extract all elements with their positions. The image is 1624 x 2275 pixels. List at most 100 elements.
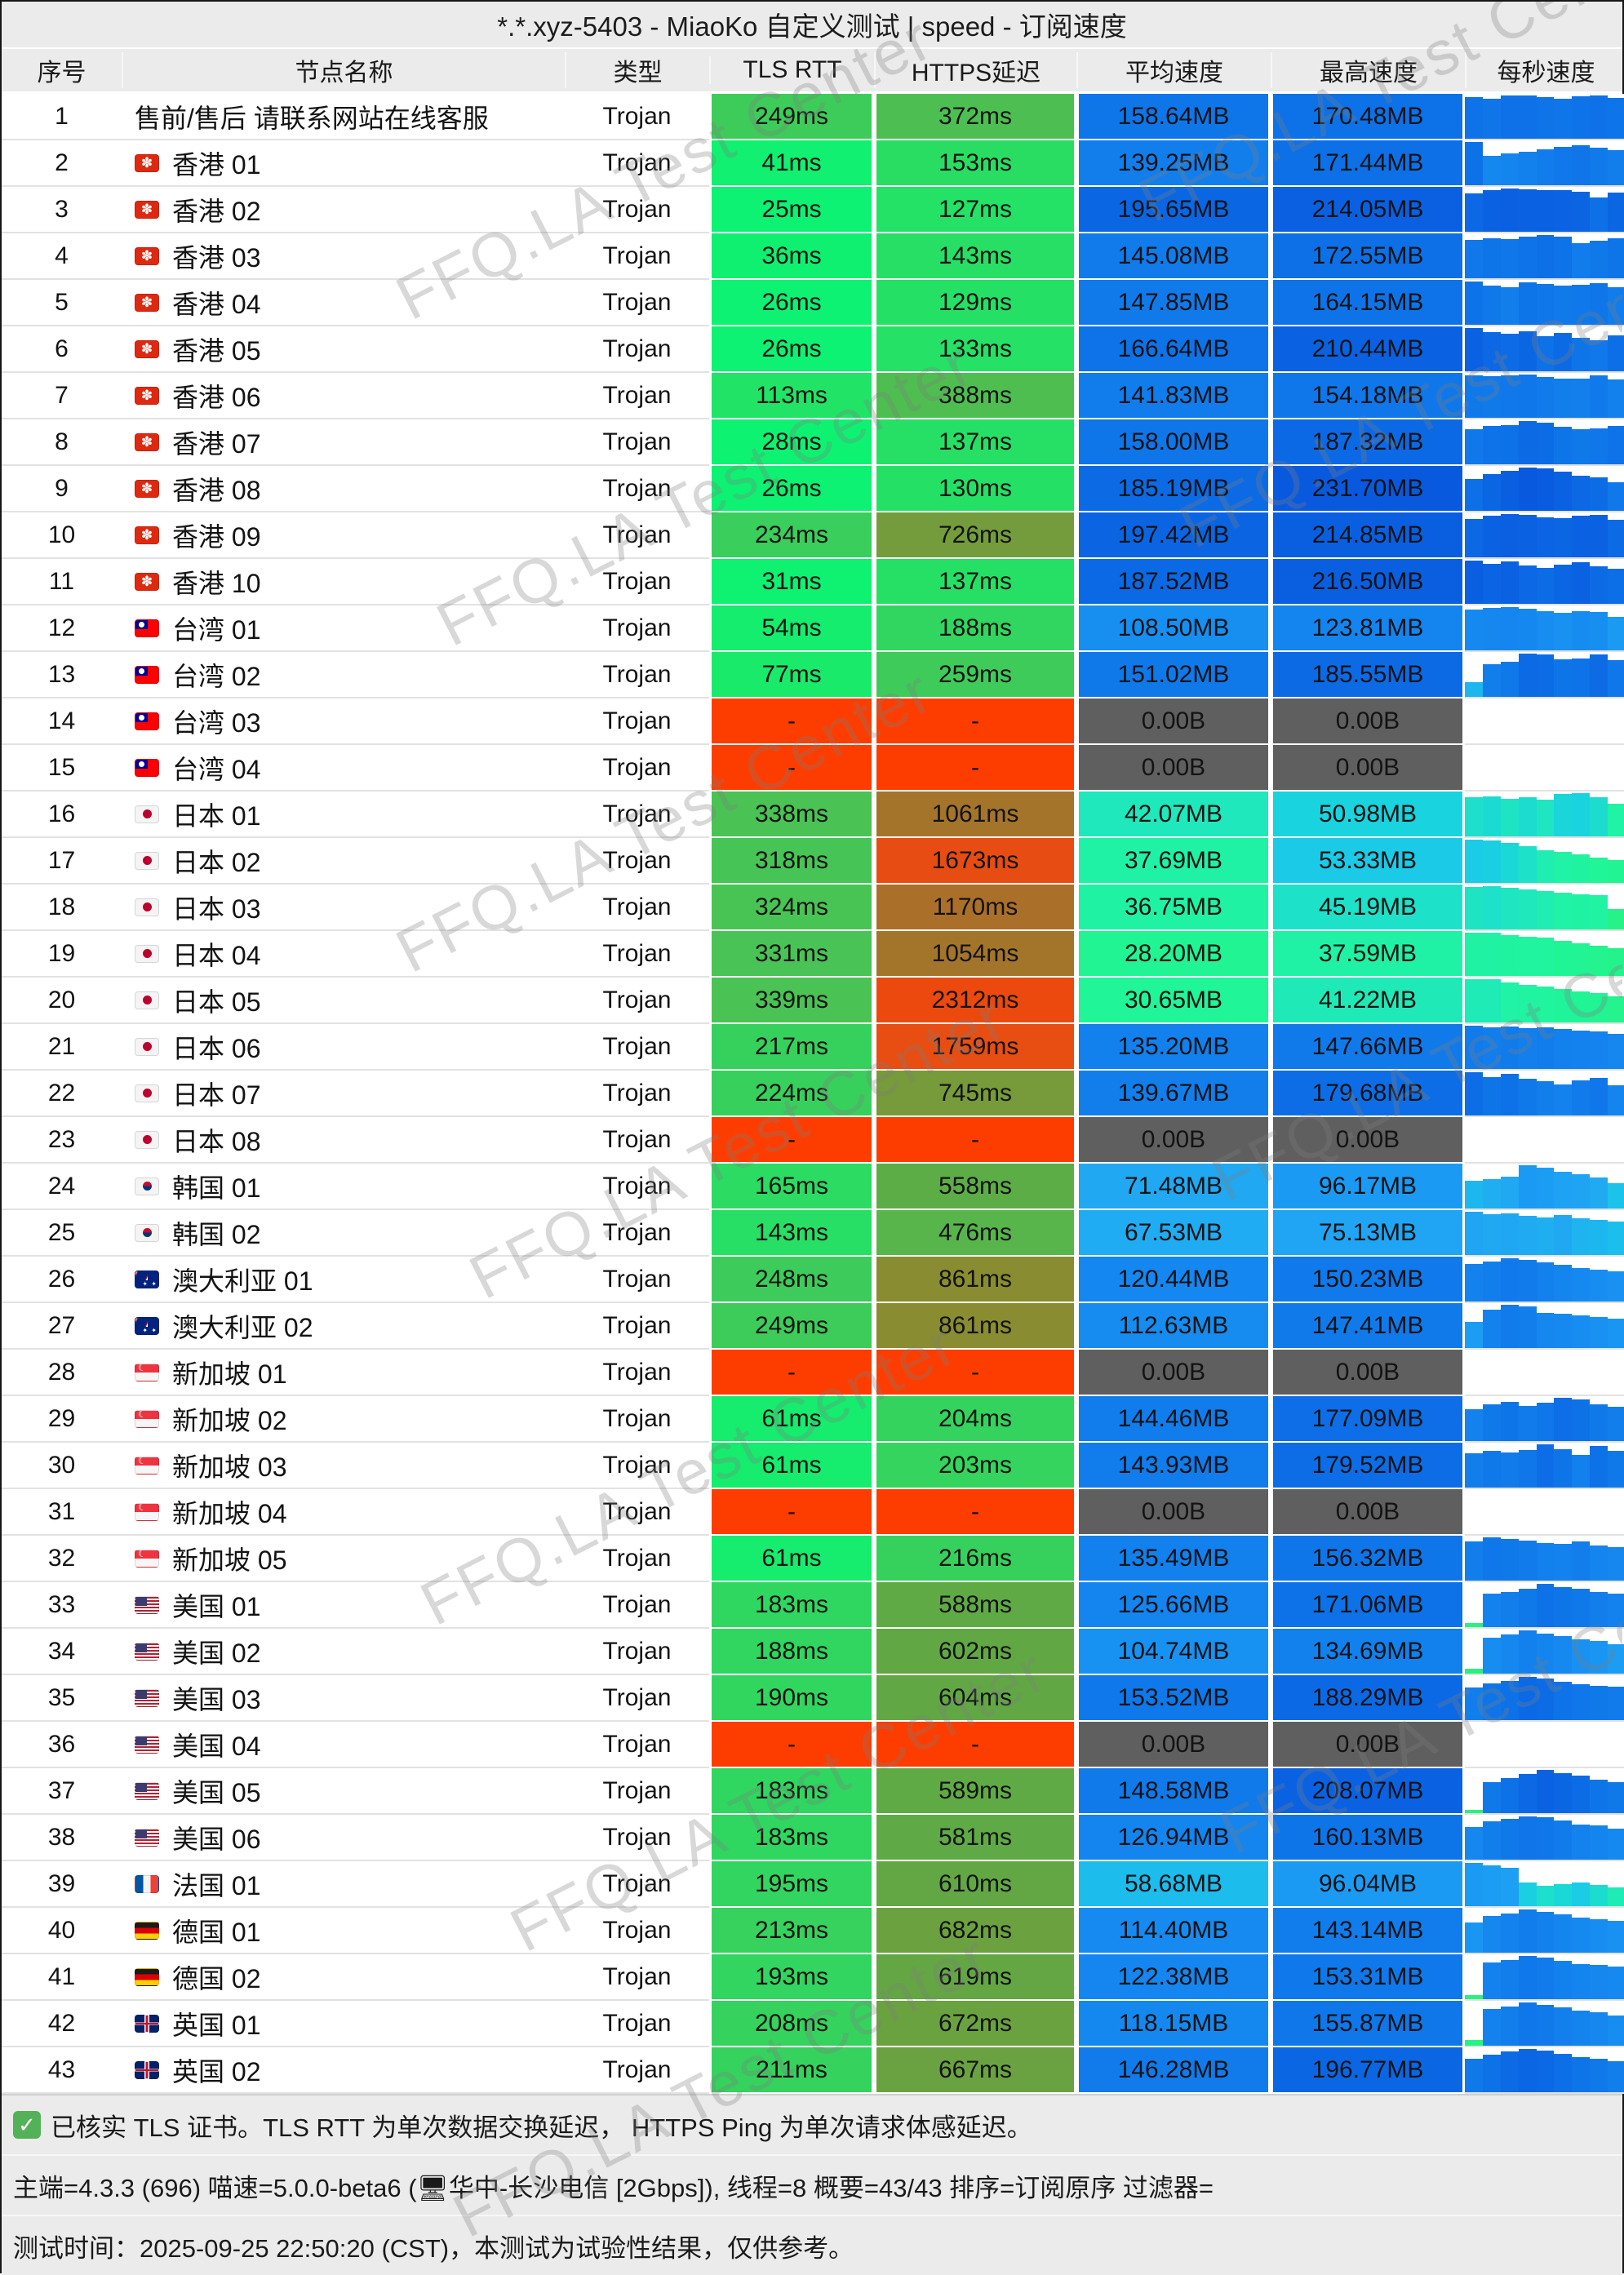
speed-bar [1482,1594,1501,1627]
node-name-cell: 日本 05 [122,978,565,1024]
node-type: Trojan [565,978,709,1024]
flag-icon-hk [135,339,159,358]
speed-bar [1482,1261,1501,1302]
node-name-cell: 香港 10 [122,559,565,605]
avg-speed-cell: 144.46MB [1076,1396,1271,1443]
row-number: 1 [2,94,122,140]
https-latency-cell: 745ms [874,1071,1076,1117]
node-type: Trojan [565,1908,709,1954]
tls-rtt-cell: 113ms [709,373,874,419]
per-second-speed-chart [1465,280,1624,326]
speed-bar [1465,2039,1483,2046]
flag-icon-au [135,1270,159,1288]
flag-icon-sg [135,1409,159,1428]
node-name-cell: 香港 07 [122,419,565,466]
speed-bar [1536,1262,1555,1302]
speed-bar [1590,1545,1608,1581]
speed-bar [1608,520,1624,557]
speed-bar [1554,1961,1573,1999]
speed-bar [1465,887,1483,929]
https-latency-cell: - [874,1350,1076,1396]
speed-bar [1608,1451,1624,1488]
column-header-per-second-speed: 每秒速度 [1465,52,1624,88]
avg-speed-cell: 42.07MB [1076,792,1271,838]
flag-icon-us [135,1781,159,1800]
avg-speed-cell: 135.20MB [1076,1024,1271,1071]
speed-bar [1536,1679,1555,1720]
node-name-cell: 德国 01 [122,1908,565,1954]
speed-bar [1536,611,1555,650]
node-type: Trojan [565,1350,709,1396]
node-type: Trojan [565,326,709,373]
avg-speed-cell: 195.65MB [1076,187,1271,233]
https-latency-cell: 1061ms [874,792,1076,838]
node-type: Trojan [565,1861,709,1908]
tls-rtt-cell: - [709,1117,874,1164]
node-name-label: 德国 01 [172,1917,261,1947]
avg-speed-cell: 0.00B [1076,1489,1271,1536]
avg-speed-cell: 0.00B [1076,1722,1271,1768]
per-second-speed-chart [1465,1210,1624,1257]
node-name-cell: 韩国 01 [122,1164,565,1210]
speed-bar [1572,1882,1591,1906]
speed-bar [1536,517,1555,557]
row-number: 13 [2,652,122,698]
speed-bar [1590,612,1608,650]
speed-bar [1465,193,1483,232]
speed-bar [1590,1591,1608,1627]
tls-rtt-cell: 213ms [709,1908,874,1954]
tls-rtt-cell: - [709,698,874,745]
row-number: 33 [2,1582,122,1629]
avg-speed-cell: 197.42MB [1076,512,1271,559]
node-name-cell: 日本 06 [122,1024,565,1071]
speed-bar [1536,654,1555,697]
speed-bar [1590,1965,1608,1999]
table-header: 序号 节点名称 类型 TLS RTT HTTPS延迟 平均速度 最高速度 每秒速… [2,49,1622,94]
flag-icon-jp [135,991,159,1009]
row-number: 14 [2,698,122,745]
node-name-label: 美国 04 [172,1731,261,1761]
node-row: 27 澳大利亚 02 Trojan249ms861ms112.63MB147.41M… [2,1303,1624,1350]
https-latency-cell: 133ms [874,326,1076,373]
speed-bar [1518,1027,1537,1069]
https-latency-cell: 610ms [874,1861,1076,1908]
footer: ✓ 已核实 TLS 证书。TLS RTT 为单次数据交换延迟， HTTPS Pi… [2,2094,1622,2275]
speed-bar [1518,514,1537,557]
per-second-speed-chart [1465,1768,1624,1815]
node-row: 35 美国 03 Trojan 190ms 604ms 153.52MB 188.29MB [2,1675,1624,1722]
max-speed-cell: 208.07MB [1271,1768,1465,1815]
speed-bar [1500,514,1519,557]
per-second-speed-chart [1465,1164,1624,1210]
node-type: Trojan [565,792,709,838]
speed-bar [1536,283,1555,325]
avg-speed-cell: 139.67MB [1076,1071,1271,1117]
node-table: 1 售前/售后 请联系网站在线客服 Trojan 249ms 372ms 158.64MB… [2,94,1624,2094]
speed-bar [1590,1641,1608,1674]
speed-bar [1572,1218,1591,1255]
max-speed-cell: 53.33MB [1271,838,1465,885]
speed-bar [1536,1542,1555,1581]
per-second-speed-chart [1465,792,1624,838]
speed-bar [1518,282,1537,325]
speed-bar [1608,1033,1624,1069]
speed-bar [1554,517,1573,557]
node-row: 24 韩国 01 Trojan 165ms 558ms 71.48MB 96.17MB [2,1164,1624,1210]
speed-bar [1554,378,1573,418]
speed-bar [1608,426,1624,464]
speed-bar [1465,429,1483,464]
https-latency-cell: 388ms [874,373,1076,419]
speed-bar [1500,1026,1519,1069]
speed-bar [1500,662,1519,697]
speed-bar [1554,1398,1573,1441]
avg-speed-cell: 112.63MB [1076,1303,1271,1350]
speed-bar [1465,1994,1483,1999]
flag-icon-tw [135,758,159,777]
speed-bar [1536,1584,1555,1627]
speed-bar [1572,242,1591,278]
speed-bar [1482,608,1501,650]
row-number: 36 [2,1722,122,1768]
